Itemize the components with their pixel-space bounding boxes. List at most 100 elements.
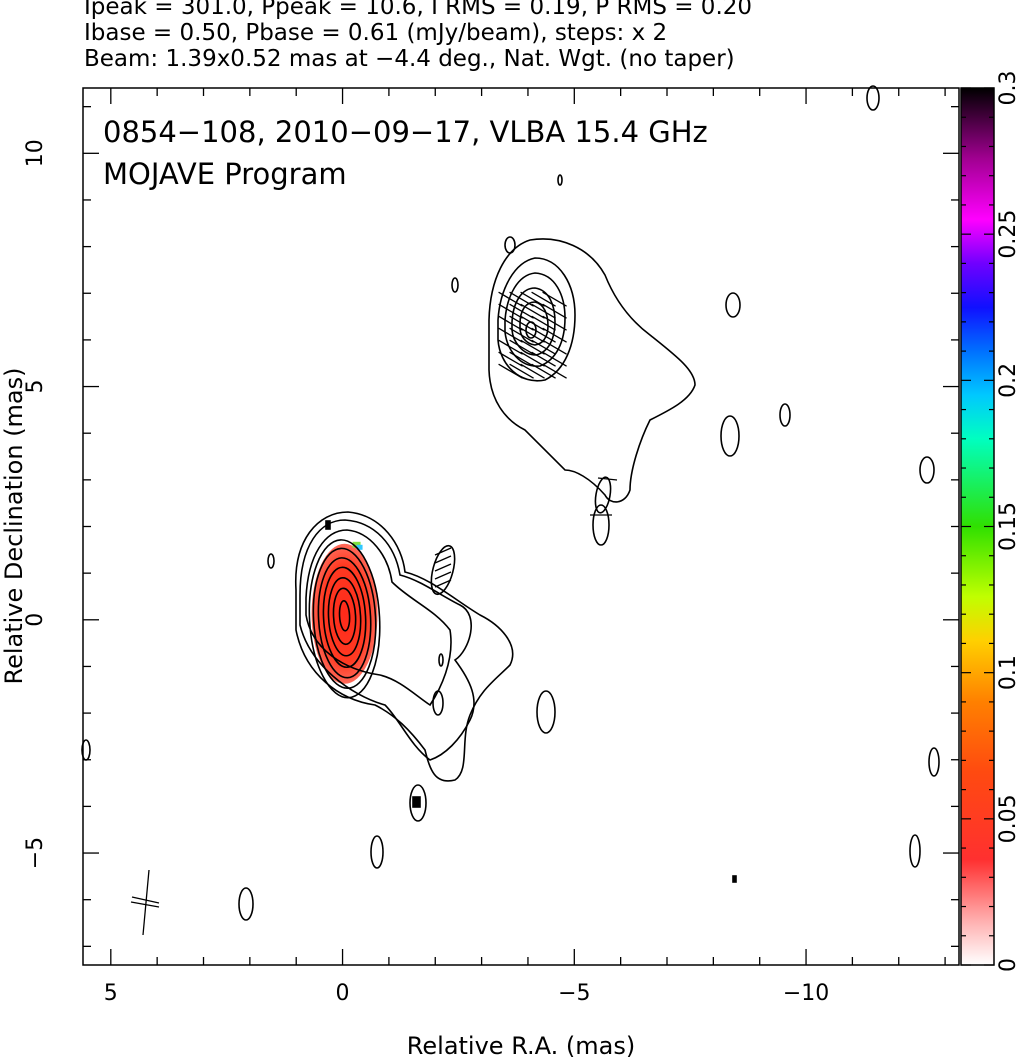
x-axis-label: Relative R.A. (mas) <box>407 1032 635 1060</box>
noise-contour <box>438 653 444 667</box>
noise-contour <box>779 403 791 427</box>
evpa-vector <box>498 327 523 343</box>
colorbar-ticks <box>961 87 994 966</box>
noise-contour <box>919 456 935 484</box>
colorbar-labels: 0 0.05 0.1 0.15 0.2 0.25 0.3 <box>996 71 1021 973</box>
evpa-vector <box>434 547 452 556</box>
noise-contour <box>432 690 444 716</box>
evpa-vector <box>509 363 534 379</box>
colorbar-tick-label: 0.3 <box>996 71 1021 106</box>
evpa-vector <box>509 303 534 319</box>
x-tick-label: −5 <box>558 981 590 1006</box>
evpa-vector <box>142 869 150 936</box>
y-tick-label: 10 <box>23 139 48 167</box>
y-tick-label: −5 <box>23 837 48 869</box>
core-polarization <box>311 543 378 684</box>
colorbar-tick-label: 0.15 <box>996 502 1021 551</box>
noise-contour <box>536 690 556 734</box>
colorbar-tick-label: 0.05 <box>996 794 1021 843</box>
noise-contour <box>928 747 940 777</box>
polarization-layer <box>311 541 378 684</box>
axis-ticks <box>83 88 959 965</box>
evpa-vector <box>434 579 452 588</box>
evpa-vector <box>509 351 534 367</box>
core-contour <box>327 577 362 657</box>
polarization-high-pixel <box>356 544 363 550</box>
evpa-vector <box>542 327 567 343</box>
core-contour <box>332 587 357 646</box>
jet-contour <box>299 519 475 761</box>
jet-contour <box>295 511 514 782</box>
noise-contour <box>451 277 459 293</box>
evpa-vector <box>509 327 534 343</box>
noise-contour <box>720 415 740 457</box>
tick-labels: 5 0 −5 −10 −5 0 5 10 <box>23 139 829 1006</box>
evpa-vector <box>509 339 534 355</box>
evpa-vector <box>520 363 545 379</box>
evpa-vector <box>498 351 523 367</box>
header-line-3: Beam: 1.39x0.52 mas at −4.4 deg., Nat. W… <box>84 46 735 72</box>
y-tick-label: 5 <box>23 380 48 394</box>
noise-contour <box>238 887 254 921</box>
evpa-vector <box>498 363 523 379</box>
evpa-vector <box>498 315 523 331</box>
evpa-vector <box>520 303 545 319</box>
evpa-vector <box>131 896 160 904</box>
noise-contour <box>430 544 456 596</box>
evpa-vector <box>542 291 567 307</box>
x-tick-label: 5 <box>104 981 118 1006</box>
y-tick-label: 0 <box>23 613 48 627</box>
noise-contour <box>557 174 563 186</box>
noise-contour <box>267 553 275 569</box>
evpa-vector <box>498 339 523 355</box>
x-tick-label: 0 <box>336 981 350 1006</box>
noise-pixel <box>412 796 421 808</box>
colorbar-tick-label: 0.25 <box>996 210 1021 259</box>
chart-subtitle: MOJAVE Program <box>103 157 347 191</box>
evpa-vector <box>509 291 534 307</box>
evpa-vector <box>434 555 452 564</box>
noise-pixel <box>325 520 331 530</box>
jet-contour <box>504 272 566 367</box>
core-contour <box>338 600 351 632</box>
evpa-vector <box>520 291 545 307</box>
noise-contour <box>409 784 427 822</box>
noise-contour <box>866 85 880 111</box>
y-axis-label: Relative Declination (mas) <box>0 367 28 684</box>
evpa-vector <box>520 351 545 367</box>
noise-contour <box>504 236 516 254</box>
jet-contour <box>488 238 696 503</box>
evpa-vector <box>542 363 567 379</box>
evpa-vector <box>542 303 567 319</box>
evpa-vector <box>542 351 567 367</box>
evpa-vector <box>531 351 556 367</box>
evpa-vector <box>520 327 545 343</box>
jet-contour <box>511 287 556 356</box>
noise-contour <box>725 292 741 318</box>
polarization-vectors <box>130 291 618 936</box>
x-tick-label: −10 <box>783 981 829 1006</box>
evpa-vector <box>520 339 545 355</box>
noise-contour <box>370 835 384 869</box>
plot-frame <box>82 87 960 966</box>
colorbar-tick-label: 0 <box>996 958 1021 972</box>
total-intensity-contours <box>81 85 940 921</box>
core-contour <box>317 557 372 679</box>
header-line-2: Ibase = 0.50, Pbase = 0.61 (mJy/beam), s… <box>84 20 668 46</box>
evpa-vector <box>434 571 452 580</box>
evpa-vector <box>498 291 523 307</box>
evpa-vector <box>542 339 567 355</box>
header-line-1: Ipeak = 301.0, Ppeak = 10.6, I RMS = 0.1… <box>84 0 753 20</box>
chart-title: 0854−108, 2010−09−17, VLBA 15.4 GHz <box>103 115 708 149</box>
evpa-vector <box>531 339 556 355</box>
jet-contour <box>305 529 452 707</box>
evpa-vector <box>542 315 567 331</box>
noise-pixel <box>732 875 737 883</box>
evpa-vector <box>531 327 556 343</box>
noise-contour <box>594 476 612 514</box>
noise-contour <box>909 834 921 868</box>
evpa-vector <box>498 303 523 319</box>
evpa-vector <box>597 477 618 481</box>
evpa-vector <box>434 563 452 572</box>
